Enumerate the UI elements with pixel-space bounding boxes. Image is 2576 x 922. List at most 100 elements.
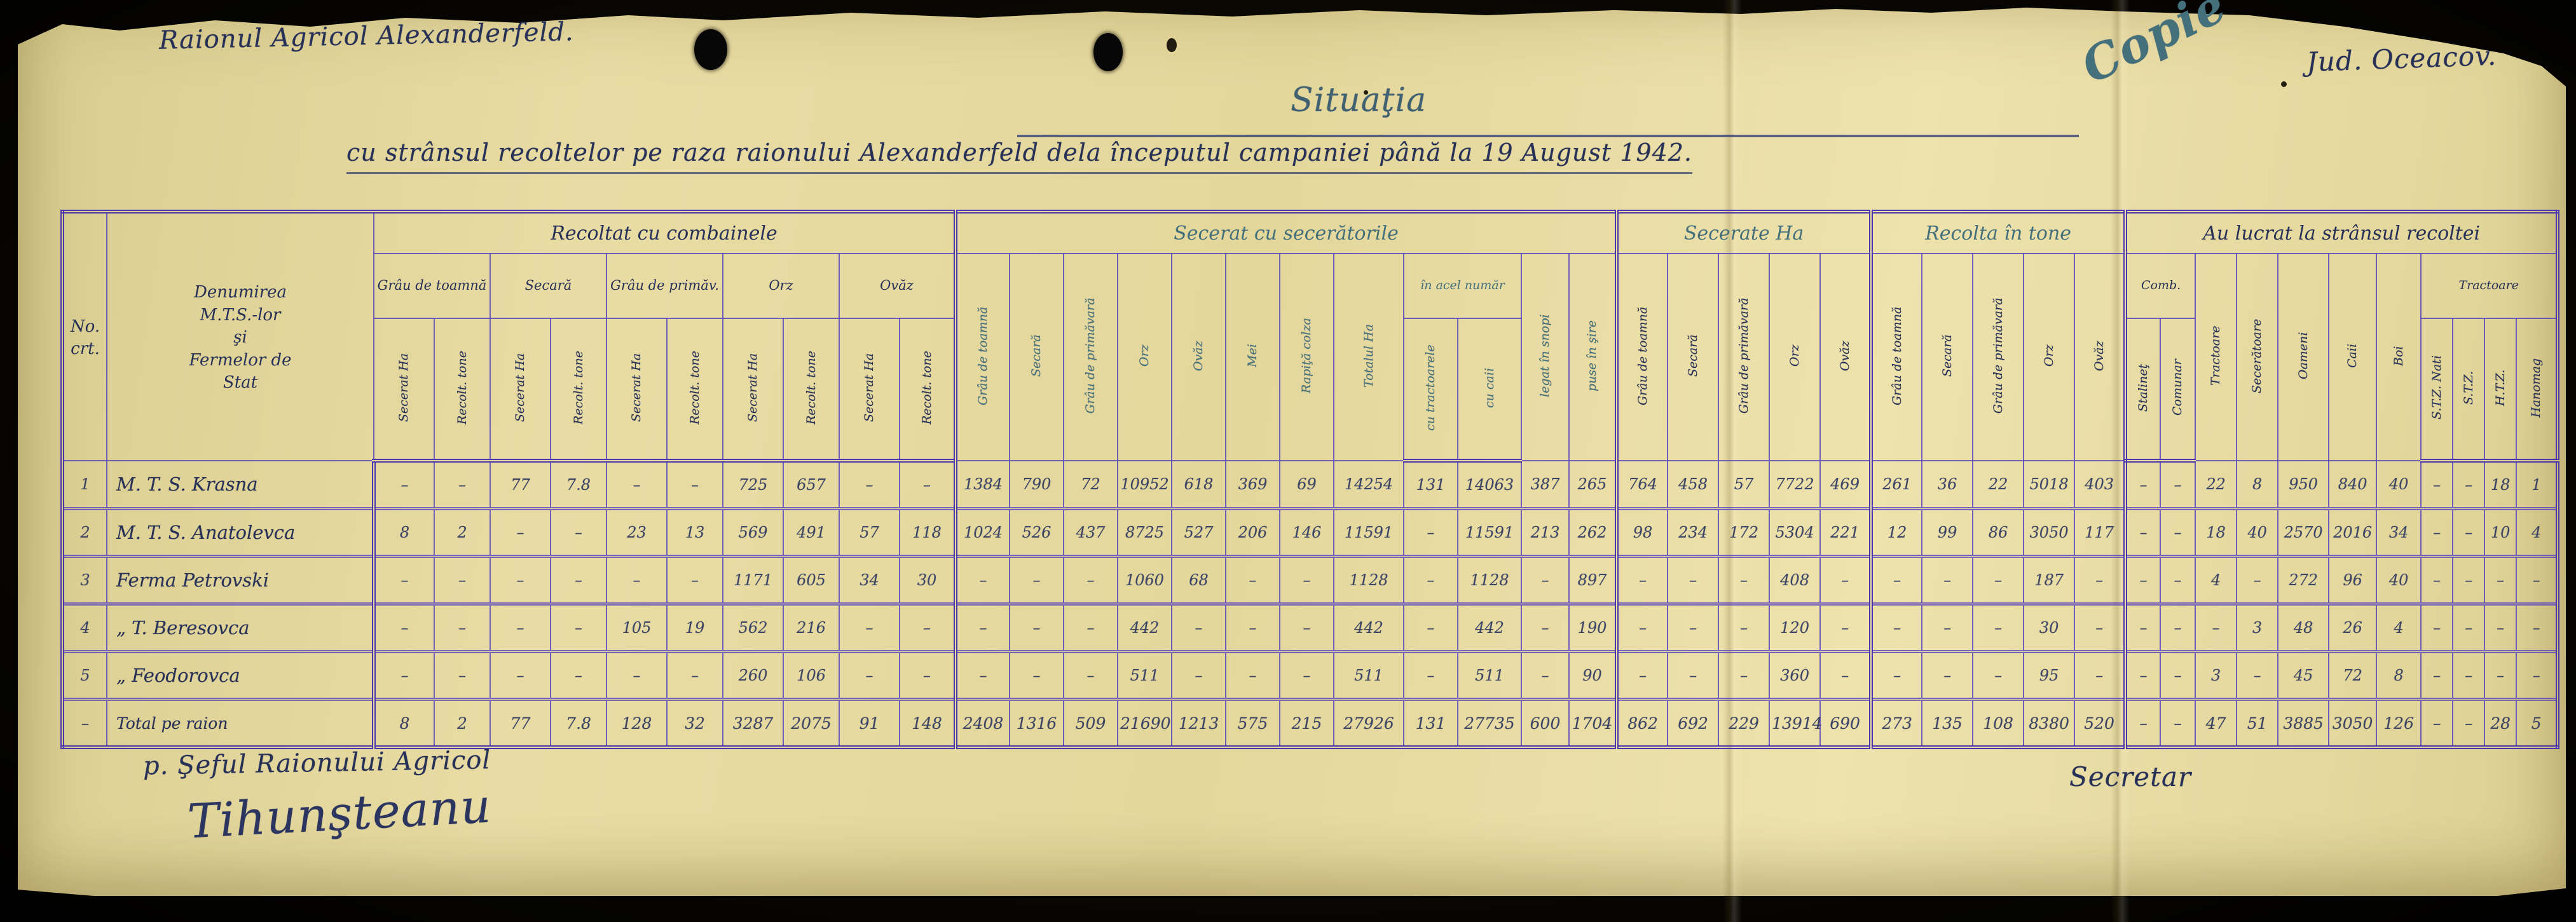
value-cell: – (2420, 651, 2454, 701)
row-label: Ferma Petrovski (106, 555, 374, 606)
reaper-col-grau-toamna: Grâu de toamnă (954, 253, 1011, 461)
value-cell: 2016 (2328, 508, 2378, 558)
value-cell: 8 (372, 698, 435, 749)
value-cell: – (2452, 603, 2486, 653)
value-cell: 126 (2376, 698, 2422, 749)
value-cell: 265 (1568, 460, 1618, 510)
secerate-col-orz: Orz (1769, 253, 1821, 461)
ink-speck (1364, 90, 1368, 95)
row-number: 4 (62, 603, 107, 653)
value-cell: – (1869, 603, 1923, 653)
county-line: Jud. Oceacov. (2306, 39, 2497, 78)
value-cell: 2075 (783, 698, 840, 749)
value-cell: 725 (722, 460, 784, 510)
reaper-col-secara: Secară (1009, 253, 1065, 461)
value-cell: 3287 (722, 698, 784, 749)
value-cell: – (1279, 603, 1335, 653)
title-underline (1017, 135, 2079, 137)
value-cell: 897 (1568, 555, 1618, 606)
value-cell: – (839, 460, 900, 510)
value-cell: – (490, 651, 551, 701)
value-cell: – (2123, 651, 2162, 701)
value-cell: 520 (2074, 698, 2127, 749)
col-header-no: No. crt. (62, 211, 107, 461)
value-cell: 131 (1403, 460, 1459, 510)
value-cell: – (606, 651, 668, 701)
value-cell: 213 (1521, 508, 1570, 558)
value-cell: – (434, 603, 491, 653)
value-cell: 40 (2236, 508, 2279, 558)
value-cell: 187 (2023, 555, 2076, 606)
value-cell: 40 (2376, 460, 2422, 510)
value-cell: – (1615, 651, 1669, 701)
col-header-no-label: No. crt. (70, 316, 100, 359)
value-cell: 692 (1667, 698, 1720, 749)
value-cell: – (1819, 555, 1872, 606)
subgroup-in-acel-numar: în acel număr (1403, 253, 1523, 319)
value-cell: 10952 (1117, 460, 1173, 510)
value-cell: – (372, 651, 435, 701)
value-cell: 14254 (1333, 460, 1405, 510)
work-col-tractoare: Tractoare (2195, 253, 2238, 461)
reaper-col-orz: Orz (1117, 253, 1173, 461)
header-sub-row: Secerat Ha Recolt. tone Secerat Ha Recol… (62, 318, 2559, 463)
value-cell: 48 (2277, 603, 2330, 653)
value-cell: 14063 (1457, 460, 1523, 510)
tone-col-ovaz: Ovăz (2074, 253, 2127, 461)
col-puse-sire: puse în şire (1568, 253, 1618, 461)
value-cell: 90 (1568, 651, 1618, 701)
value-cell: – (898, 651, 957, 701)
value-cell: 1128 (1333, 555, 1405, 606)
table-body: 1 M. T. S. Krasna – –77 7.8– –725 657– –1384 790… (62, 460, 2559, 749)
row-number: – (62, 698, 107, 749)
value-cell: – (1615, 603, 1669, 653)
value-cell: 106 (783, 651, 840, 701)
value-cell: 3050 (2023, 508, 2076, 558)
value-cell: 36 (1921, 460, 1974, 510)
value-cell: 4 (2376, 603, 2422, 653)
value-cell: – (1063, 651, 1119, 701)
value-cell: – (898, 603, 957, 653)
value-cell: – (490, 508, 551, 558)
value-cell: 4 (2516, 508, 2559, 558)
value-cell: – (2484, 651, 2518, 701)
value-cell: 7.8 (550, 460, 607, 510)
value-cell: 8380 (2023, 698, 2076, 749)
value-cell: 148 (898, 698, 957, 749)
value-cell: – (1009, 603, 1065, 653)
value-cell: – (1521, 555, 1570, 606)
value-cell: 509 (1063, 698, 1119, 749)
value-cell: – (1921, 555, 1974, 606)
value-cell: 1704 (1568, 698, 1618, 749)
value-cell: 526 (1009, 508, 1065, 558)
harvest-table: No. crt. Denumirea M.T.S.-lor şi Fermelo… (60, 210, 2560, 749)
value-cell: – (2160, 460, 2196, 510)
value-cell: 68 (1171, 555, 1227, 606)
value-cell: – (1171, 603, 1227, 653)
value-cell: 5 (2516, 698, 2559, 749)
value-cell: – (2516, 555, 2559, 606)
sub-stalinet: Stalineţ (2123, 318, 2162, 463)
col-header-name-label: Denumirea M.T.S.-lor şi Fermelor de Stat (189, 283, 292, 393)
value-cell: 120 (1769, 603, 1821, 653)
value-cell: – (2195, 603, 2238, 653)
value-cell: – (1921, 651, 1974, 701)
value-cell: 3050 (2328, 698, 2378, 749)
value-cell: – (2484, 555, 2518, 606)
value-cell: 575 (1225, 698, 1281, 749)
value-cell: – (606, 460, 668, 510)
value-cell: 95 (2023, 651, 2076, 701)
tone-col-secara: Secară (1921, 253, 1974, 461)
value-cell: 10 (2484, 508, 2518, 558)
value-cell: – (898, 460, 957, 510)
footer-left-role: p. Şeful Raionului Agricol (142, 745, 491, 781)
value-cell: – (2516, 651, 2559, 701)
group-combines: Recoltat cu combainele (373, 211, 957, 254)
value-cell: – (2452, 508, 2486, 558)
reaper-col-grau-primavara: Grâu de primăvară (1063, 253, 1119, 461)
value-cell: 172 (1718, 508, 1771, 558)
sub-recolt-tone: Recolt. tone (898, 318, 957, 463)
subgroup-tractoare-models: Tractoare (2420, 253, 2559, 319)
sub-comunar: Comunar (2160, 318, 2196, 463)
value-cell: 527 (1171, 508, 1227, 558)
